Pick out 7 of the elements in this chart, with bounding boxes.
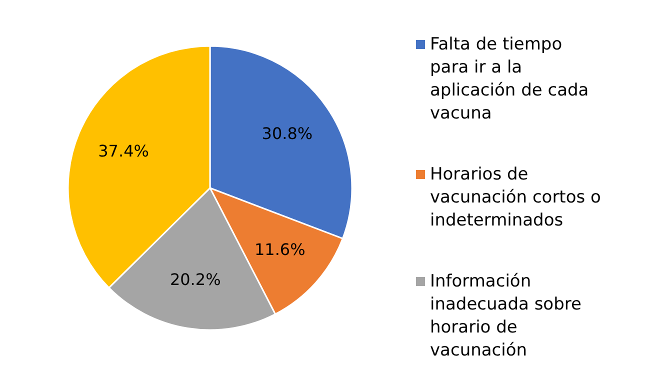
legend-label: Falta de tiempo para ir a la aplicación de cada vacuna	[430, 34, 589, 124]
data-label: 30.8%	[262, 124, 313, 144]
data-label: 37.4%	[98, 141, 149, 160]
legend-label: Información inadecuada sobre horario de vacunación	[430, 272, 582, 361]
data-label: 11.6%	[254, 240, 306, 259]
legend-label: Horarios de vacunación cortos o indeterminados	[430, 164, 601, 231]
data-label: 20.2%	[170, 270, 221, 289]
